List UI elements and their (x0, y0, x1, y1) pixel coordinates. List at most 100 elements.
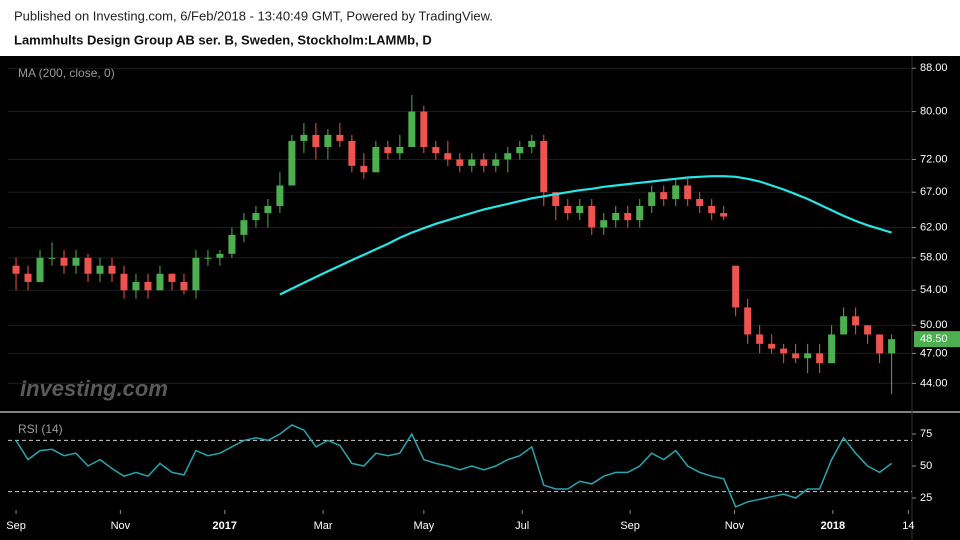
candle-body (648, 192, 656, 206)
candle-body (744, 307, 752, 335)
candle-body (48, 257, 56, 259)
candle-body (720, 213, 728, 217)
candle-body (96, 265, 104, 274)
candle-body (72, 257, 80, 266)
y-tick-label: 88.00 (920, 62, 948, 74)
candle-body (384, 147, 392, 154)
candle-body (180, 281, 188, 291)
candle-body (612, 213, 620, 221)
candle-body (756, 334, 764, 344)
chart-background (0, 56, 960, 540)
candle-body (12, 265, 20, 274)
y-tick-label: 54.00 (920, 284, 948, 296)
candle-body (708, 205, 716, 214)
last-price-label: 48.50 (920, 333, 948, 345)
candle-body (660, 192, 668, 200)
candle-body (228, 234, 236, 254)
candle-body (828, 334, 836, 364)
candle-body (528, 140, 536, 148)
candle-body (672, 185, 680, 200)
x-tick-label: Nov (725, 520, 745, 532)
candle-body (492, 159, 500, 166)
candle-body (192, 257, 200, 291)
x-tick-label: Jul (515, 520, 529, 532)
candle-body (60, 257, 68, 266)
candle-body (768, 343, 776, 349)
candle-body (300, 134, 308, 141)
y-tick-label: 47.00 (920, 347, 948, 359)
candle-body (876, 334, 884, 354)
chart-title: Lammhults Design Group AB ser. B, Sweden… (14, 32, 432, 47)
x-tick-label: Sep (6, 520, 26, 532)
y-tick-label: 44.00 (920, 377, 948, 389)
rsi-pane-label: RSI (14) (18, 422, 63, 436)
candle-body (36, 257, 44, 282)
candle-body (624, 213, 632, 221)
candle-body (816, 353, 824, 364)
candle-body (684, 185, 692, 200)
candle-body (252, 213, 260, 221)
candle-body (204, 257, 212, 259)
candle-body (156, 273, 164, 291)
candle-body (120, 273, 128, 291)
candle-body (396, 147, 404, 154)
last-price-box (914, 331, 960, 348)
candle-body (24, 273, 32, 282)
candle-body (636, 205, 644, 221)
candle-body (576, 205, 584, 214)
candle-body (336, 134, 344, 141)
candle-body (588, 205, 596, 228)
candle-body (324, 134, 332, 148)
candle-body (348, 140, 356, 166)
candle-body (168, 273, 176, 282)
y-tick-label: 67.00 (920, 186, 948, 198)
header-background (0, 0, 960, 56)
candle-body (792, 353, 800, 359)
published-note: Published on Investing.com, 6/Feb/2018 -… (14, 8, 493, 23)
candle-body (108, 265, 116, 274)
x-tick-label: Sep (620, 520, 640, 532)
candle-body (840, 316, 848, 335)
candle-body (444, 153, 452, 160)
candle-body (372, 147, 380, 173)
candle-body (84, 257, 92, 274)
x-tick-label: Mar (314, 520, 333, 532)
y-tick-label: 62.00 (920, 221, 948, 233)
x-tick-label: 2017 (212, 520, 236, 532)
candle-body (144, 281, 152, 291)
candle-body (276, 185, 284, 206)
x-tick-label: 14 (902, 520, 914, 532)
x-tick-label: Nov (111, 520, 131, 532)
candle-body (216, 253, 224, 258)
x-tick-label: May (413, 520, 434, 532)
y-tick-label: 75 (920, 428, 932, 440)
candle-body (456, 159, 464, 166)
y-tick-label: 58.00 (920, 252, 948, 264)
series-line (279, 175, 892, 296)
candle-body (408, 111, 416, 148)
candle-body (264, 205, 272, 214)
candle-body (312, 134, 320, 148)
candle-body (888, 339, 896, 354)
price-pane-label: MA (200, close, 0) (18, 66, 115, 80)
candle-body (864, 325, 872, 335)
series-line (15, 424, 893, 508)
candle-body (468, 159, 476, 166)
candle-body (420, 111, 428, 148)
y-tick-label: 50.00 (920, 319, 948, 331)
y-tick-label: 80.00 (920, 105, 948, 117)
candle-body (480, 159, 488, 166)
candle-body (516, 147, 524, 154)
candle-body (360, 165, 368, 173)
candle-body (696, 199, 704, 206)
candle-body (804, 353, 812, 359)
y-tick-label: 50 (920, 460, 932, 472)
candle-body (540, 140, 548, 193)
candle-body (552, 192, 560, 206)
candle-body (732, 265, 740, 308)
candle-body (132, 281, 140, 291)
candle-body (288, 140, 296, 186)
candle-body (504, 153, 512, 160)
